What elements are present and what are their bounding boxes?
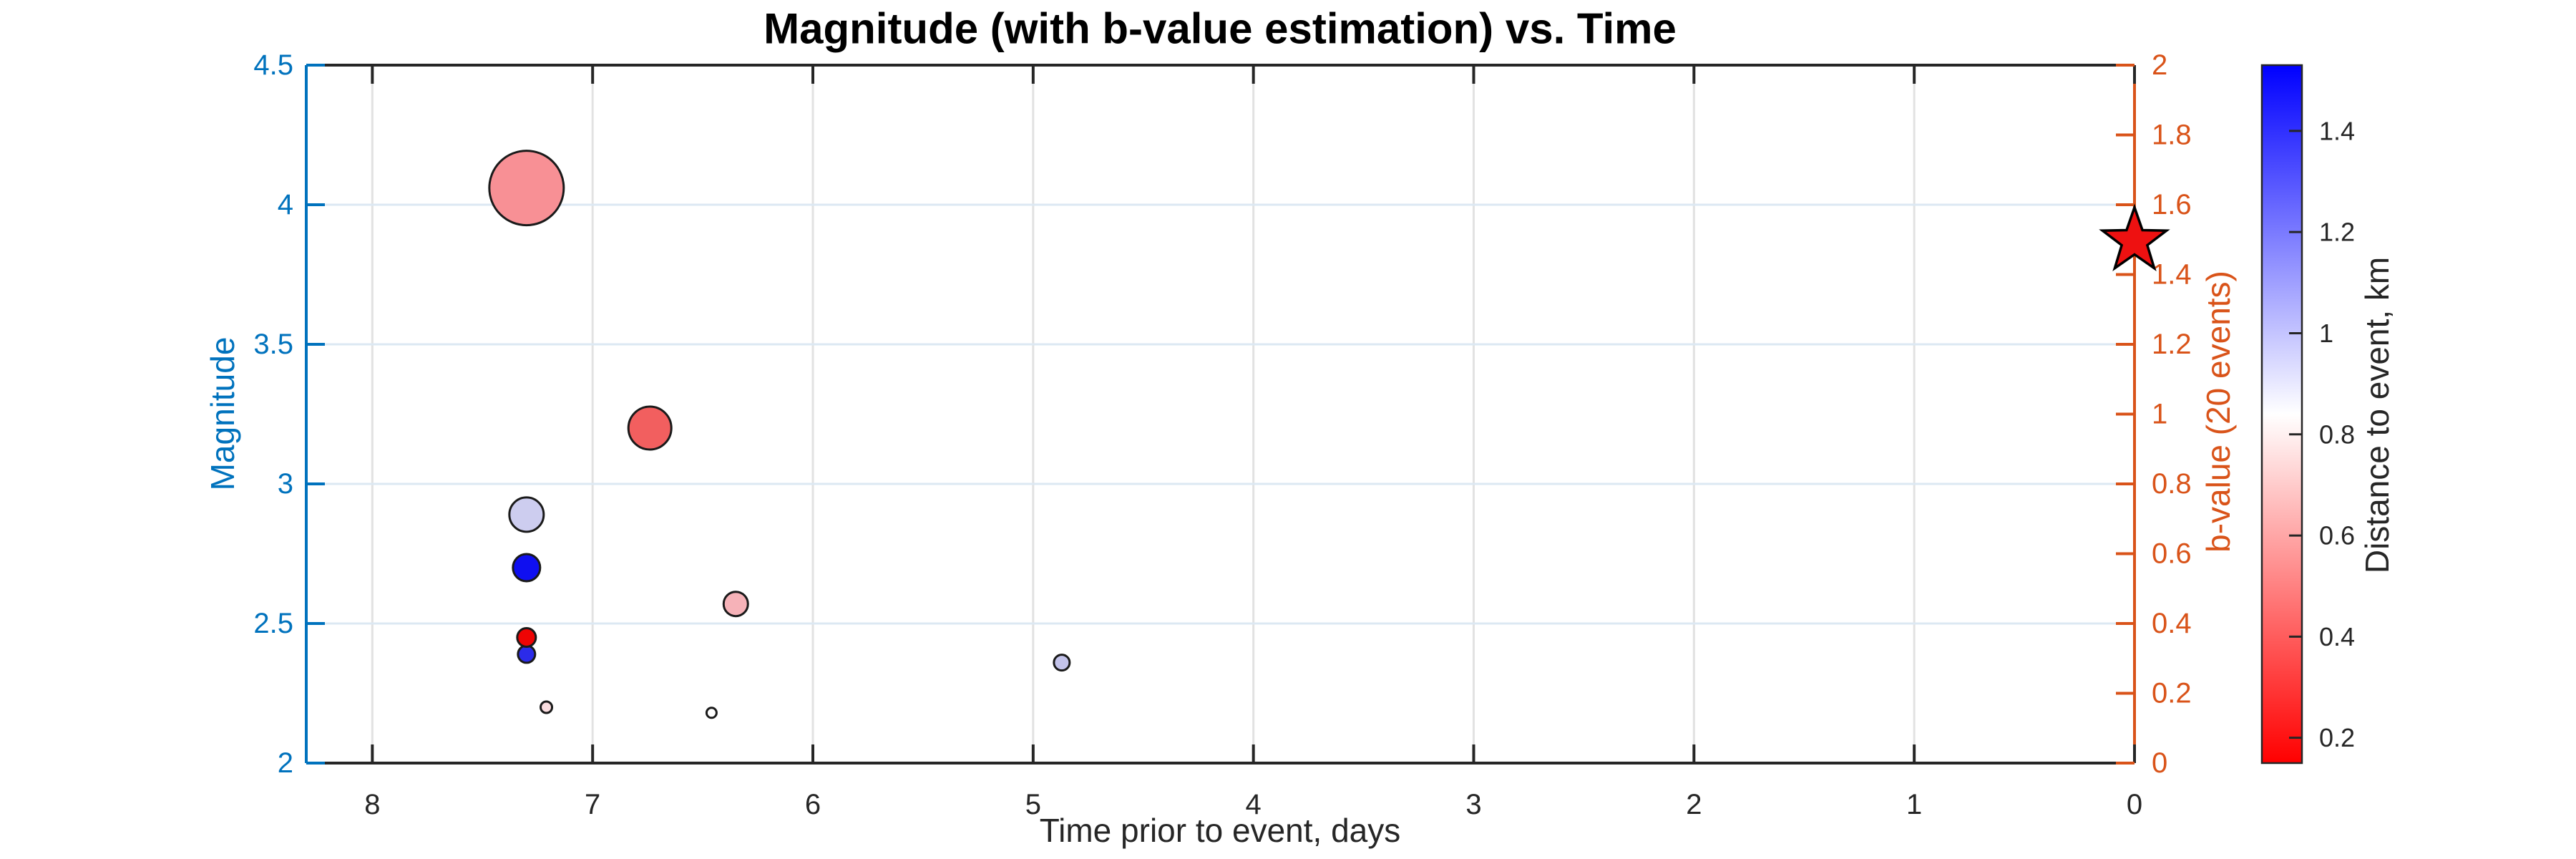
x-tick-label: 8 bbox=[364, 789, 380, 820]
scatter-point bbox=[508, 496, 545, 533]
y-right-tick-label: 1.8 bbox=[2152, 120, 2192, 151]
y-right-tick-label: 1.2 bbox=[2152, 329, 2192, 360]
y-left-tick-label: 3.5 bbox=[253, 329, 293, 360]
y-left-tick-label: 3 bbox=[278, 468, 293, 500]
axes-ticks: 8 7 6 5 4 3 2 1 0 2 2.5 3 3.5 4 4.5 0 0.2 0.4 0.6 0.8 1 1.2 1.… bbox=[253, 49, 2191, 820]
colorbar-tick-label: 0.4 bbox=[2319, 622, 2355, 651]
y-right-tick-label: 0.6 bbox=[2152, 538, 2192, 570]
y-right-tick-label: 1.4 bbox=[2152, 259, 2192, 291]
scatter-point bbox=[512, 553, 542, 583]
y-right-tick-label: 1 bbox=[2152, 399, 2167, 430]
x-tick-label: 2 bbox=[1686, 789, 1702, 820]
y-right-tick-label: 2 bbox=[2152, 49, 2167, 81]
grid-lines bbox=[306, 65, 2135, 763]
colorbar-tick-label: 1 bbox=[2319, 319, 2333, 348]
colorbar-tick-label: 0.6 bbox=[2319, 521, 2355, 550]
x-tick-label: 7 bbox=[585, 789, 600, 820]
x-tick-label: 1 bbox=[1906, 789, 1922, 820]
colorbar-tick-label: 0.2 bbox=[2319, 723, 2355, 752]
colorbar: 0.2 0.4 0.6 0.8 1 1.2 1.4 bbox=[2260, 64, 2355, 765]
scatter-point bbox=[722, 591, 749, 618]
x-tick-label: 5 bbox=[1025, 789, 1041, 820]
scatter-point bbox=[517, 644, 537, 664]
scatter-points bbox=[488, 150, 1071, 719]
colorbar-label: Distance to event, km bbox=[2358, 256, 2396, 574]
y-right-tick-label: 0.8 bbox=[2152, 468, 2192, 500]
colorbar-tick-label: 1.4 bbox=[2319, 116, 2355, 145]
y-left-tick-label: 4 bbox=[278, 189, 293, 220]
scatter-point bbox=[627, 405, 673, 451]
scatter-point bbox=[516, 627, 537, 648]
colorbar-bar bbox=[2260, 64, 2303, 765]
y-left-tick-label: 4.5 bbox=[253, 49, 293, 81]
scatter-point bbox=[1053, 654, 1071, 672]
y-right-tick-label: 0.2 bbox=[2152, 678, 2192, 709]
y-right-tick-label: 0 bbox=[2152, 747, 2167, 779]
scatter-point bbox=[705, 707, 718, 719]
mainshock-star bbox=[2099, 203, 2170, 272]
y-right-tick-label: 0.4 bbox=[2152, 608, 2192, 639]
x-tick-label: 4 bbox=[1246, 789, 1262, 820]
y-axis-label-left: Magnitude bbox=[204, 336, 241, 491]
x-tick-label: 0 bbox=[2127, 789, 2142, 820]
axes-spines bbox=[305, 64, 2136, 765]
scatter-point bbox=[540, 700, 554, 714]
y-axis-label-right: b-value (20 events) bbox=[2200, 271, 2237, 553]
colorbar-tick-label: 1.2 bbox=[2319, 218, 2355, 247]
x-tick-label: 6 bbox=[805, 789, 821, 820]
y-right-tick-label: 1.6 bbox=[2152, 189, 2192, 220]
y-left-tick-label: 2.5 bbox=[253, 608, 293, 639]
colorbar-tick-label: 0.8 bbox=[2319, 419, 2355, 449]
y-left-tick-label: 2 bbox=[278, 747, 293, 779]
x-tick-label: 3 bbox=[1465, 789, 1481, 820]
x-axis-label: Time prior to event, days bbox=[1039, 812, 1401, 849]
scatter-point bbox=[488, 150, 565, 227]
chart-title: Magnitude (with b-value estimation) vs. … bbox=[763, 4, 1677, 53]
